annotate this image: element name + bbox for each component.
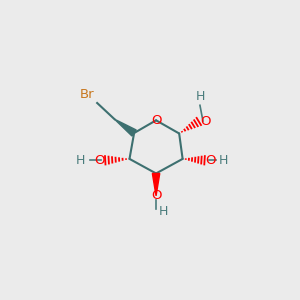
Text: H: H	[218, 154, 228, 167]
Text: O: O	[151, 114, 161, 127]
Text: H: H	[76, 154, 86, 167]
Text: H: H	[195, 90, 205, 103]
Polygon shape	[115, 119, 136, 136]
Text: O: O	[206, 154, 216, 167]
Text: O: O	[200, 115, 211, 128]
Text: Br: Br	[80, 88, 95, 101]
Text: O: O	[95, 154, 105, 167]
Text: O: O	[151, 189, 161, 203]
Polygon shape	[152, 173, 160, 196]
Text: H: H	[158, 205, 168, 218]
